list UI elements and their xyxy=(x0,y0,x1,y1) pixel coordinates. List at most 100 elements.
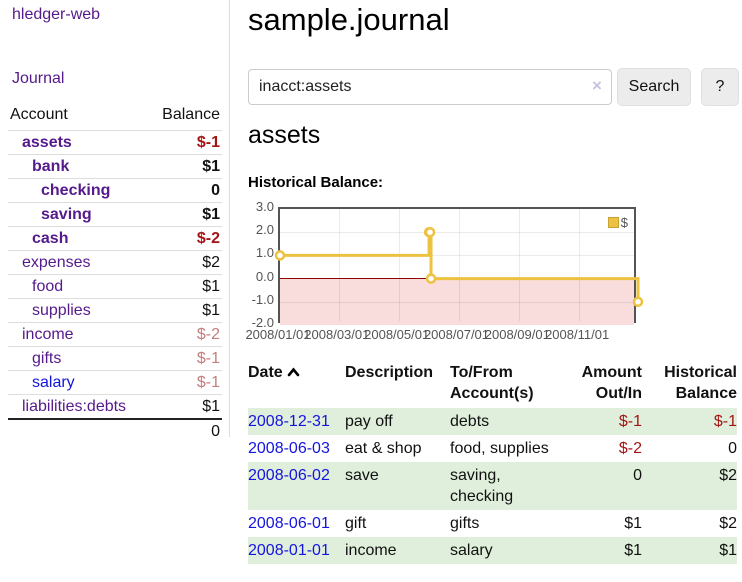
y-axis-tick-label: 3.0 xyxy=(255,199,274,214)
x-axis-tick-label: 2008/03/01 xyxy=(304,327,370,342)
transaction-amount: 0 xyxy=(633,467,642,484)
chart-plot-area: $ xyxy=(274,207,644,325)
account-link[interactable]: assets xyxy=(22,134,72,151)
account-row: assets $-1 xyxy=(8,130,222,155)
legend-label: $ xyxy=(620,215,628,230)
sort-ascending-icon xyxy=(287,362,300,383)
transaction-amount: $1 xyxy=(624,542,642,559)
transaction-description: gift xyxy=(345,515,367,532)
account-balance: $-1 xyxy=(196,350,220,367)
accounts-col-header: Account xyxy=(10,106,68,123)
sidebar-item-journal[interactable]: Journal xyxy=(12,70,65,87)
register-row: 2008-06-03 eat & shop food, supplies $-2 0 xyxy=(248,435,737,462)
account-link[interactable]: saving xyxy=(41,206,92,223)
account-link[interactable]: gifts xyxy=(32,350,62,367)
date-header-label: Date xyxy=(248,364,283,381)
transaction-description: eat & shop xyxy=(345,440,422,457)
account-link[interactable]: liabilities:debts xyxy=(22,398,127,415)
help-button[interactable]: ? xyxy=(701,68,739,106)
account-row: liabilities:debts $1 xyxy=(8,394,222,420)
account-row: salary $-1 xyxy=(8,370,222,395)
chart-legend: $ xyxy=(607,215,628,230)
x-axis-tick-label: 2008/07/01 xyxy=(423,327,490,342)
chart-series-line xyxy=(274,226,644,308)
register-col-accounts: To/From Account(s) xyxy=(450,364,534,402)
account-balance: $1 xyxy=(202,158,220,175)
account-link[interactable]: cash xyxy=(32,230,69,247)
page-title: sample.journal xyxy=(248,2,450,37)
transaction-balance: $1 xyxy=(719,542,737,559)
transaction-description: pay off xyxy=(345,413,393,430)
main-content: sample.journal × Search ? assets Histori… xyxy=(245,0,742,582)
account-row: cash $-2 xyxy=(8,226,222,251)
y-axis-tick-label: 0.0 xyxy=(255,268,274,284)
transaction-description: save xyxy=(345,467,379,484)
account-balance: $1 xyxy=(202,206,220,223)
transaction-date-link[interactable]: 2008-12-31 xyxy=(248,413,330,430)
account-balance: $1 xyxy=(202,302,220,319)
account-link[interactable]: food xyxy=(32,278,64,295)
transaction-date-link[interactable]: 2008-06-03 xyxy=(248,440,330,457)
transaction-date-link[interactable]: 2008-06-02 xyxy=(248,467,330,484)
x-axis-tick-label: 2008/05/01 xyxy=(364,327,430,342)
transaction-accounts: food, supplies xyxy=(450,440,549,457)
x-axis-tick-label: 2008/01/01 xyxy=(245,327,311,342)
account-row: saving $1 xyxy=(8,202,222,227)
app-brand-link[interactable]: hledger-web xyxy=(12,6,101,23)
legend-swatch-icon xyxy=(607,217,619,228)
transaction-accounts: salary xyxy=(450,542,493,559)
register-row: 2008-12-31 pay off debts $-1 $-1 xyxy=(248,408,737,435)
account-link[interactable]: supplies xyxy=(32,302,91,319)
transaction-date-link[interactable]: 2008-01-01 xyxy=(248,542,330,559)
account-balance: 0 xyxy=(211,182,220,199)
clear-search-icon[interactable]: × xyxy=(592,76,602,95)
account-row: supplies $1 xyxy=(8,298,222,323)
register-table: Date Description To/From Account(s) Amou… xyxy=(248,360,737,564)
account-balance: $-2 xyxy=(196,230,220,247)
balance-col-header: Balance xyxy=(162,106,220,123)
accounts-total-row: 0 xyxy=(8,419,222,443)
search-input[interactable] xyxy=(248,69,612,105)
register-col-date[interactable]: Date xyxy=(248,360,345,408)
transaction-balance: 0 xyxy=(728,440,737,457)
transaction-description: income xyxy=(345,542,397,559)
search-button[interactable]: Search xyxy=(617,68,691,106)
account-row: expenses $2 xyxy=(8,250,222,275)
account-balance: $-1 xyxy=(196,374,220,391)
account-link[interactable]: checking xyxy=(41,182,111,199)
transaction-accounts: saving, checking xyxy=(450,467,514,505)
accounts-total-balance: 0 xyxy=(211,423,220,440)
register-col-amount: Amount Out/In xyxy=(581,364,642,402)
account-link[interactable]: bank xyxy=(32,158,70,175)
account-heading: assets xyxy=(248,121,321,149)
data-point-marker xyxy=(425,273,437,284)
sidebar: hledger-web Journal Account Balance asse… xyxy=(0,0,230,440)
transaction-balance: $2 xyxy=(719,467,737,484)
transaction-amount: $-2 xyxy=(618,440,642,457)
historical-balance-chart: $ 3.0 2.0 1.0 0.0 -1.0 -2.0 2008/01/01 2008/03… xyxy=(245,199,644,345)
account-balance: $-1 xyxy=(196,134,220,151)
account-link[interactable]: income xyxy=(22,326,74,343)
search-form: × Search ? xyxy=(248,68,742,106)
account-row: bank $1 xyxy=(8,154,222,179)
register-col-description: Description xyxy=(345,364,434,381)
account-balance: $1 xyxy=(202,278,220,295)
account-link[interactable]: expenses xyxy=(22,254,91,271)
register-row: 2008-06-01 gift gifts $1 $2 xyxy=(248,510,737,537)
transaction-accounts: debts xyxy=(450,413,490,430)
x-axis-tick-label: 2008/09/01 xyxy=(484,327,550,342)
data-point-marker xyxy=(274,250,286,261)
account-row: food $1 xyxy=(8,274,222,299)
register-row: 2008-06-02 save saving, checking 0 $2 xyxy=(248,462,737,510)
register-col-balance: Historical Balance xyxy=(664,364,737,402)
account-balance: $-2 xyxy=(196,326,220,343)
account-row: checking 0 xyxy=(8,178,222,203)
register-row: 2008-01-01 income salary $1 $1 xyxy=(248,537,737,564)
transaction-amount: $1 xyxy=(624,515,642,532)
account-balance: $1 xyxy=(202,398,220,415)
transaction-balance: $2 xyxy=(719,515,737,532)
register-header-row: Date Description To/From Account(s) Amou… xyxy=(248,360,737,408)
data-point-marker xyxy=(632,296,644,308)
account-link[interactable]: salary xyxy=(32,374,75,391)
transaction-date-link[interactable]: 2008-06-01 xyxy=(248,515,330,532)
